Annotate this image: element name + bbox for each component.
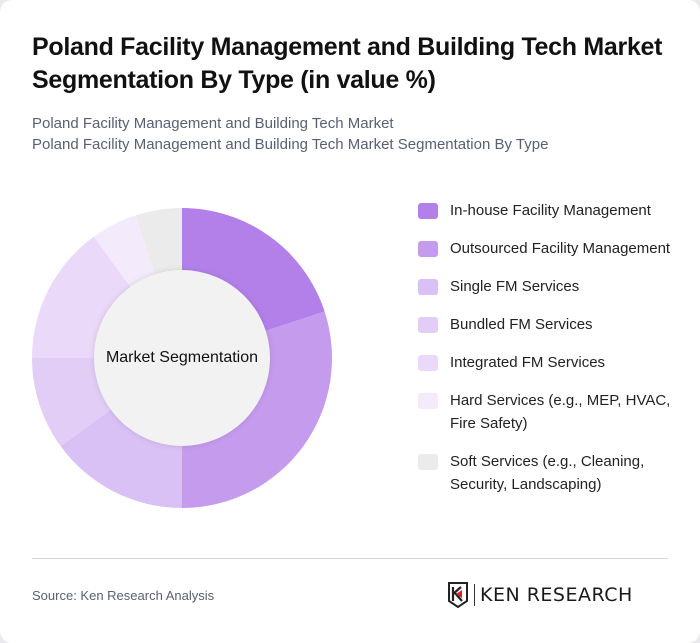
source-text: Source: Ken Research Analysis — [32, 588, 215, 603]
legend-swatch — [418, 355, 438, 371]
legend-item: Single FM Services — [418, 275, 688, 298]
logo-separator — [474, 584, 475, 606]
legend-swatch — [418, 203, 438, 219]
legend-item: Integrated FM Services — [418, 351, 688, 374]
footer-divider — [32, 558, 668, 559]
logo-text: KEN RESEARCH — [480, 584, 633, 606]
legend-label: Bundled FM Services — [450, 316, 593, 333]
legend-label: Hard Services (e.g., MEP, HVAC, Fire Saf… — [450, 392, 671, 432]
legend-swatch — [418, 279, 438, 295]
legend-label: Integrated FM Services — [450, 354, 606, 371]
legend-label: In-house Facility Management — [450, 202, 651, 219]
page-title: Poland Facility Management and Building … — [32, 33, 663, 94]
subtitle-line-2: Poland Facility Management and Building … — [32, 136, 549, 153]
donut-svg — [32, 208, 332, 508]
subtitle: Poland Facility Management and Building … — [32, 113, 672, 155]
ken-research-logo: KEN RESEARCH — [447, 582, 633, 608]
legend-label: Outsourced Facility Management — [450, 240, 671, 257]
donut-hole — [94, 270, 270, 446]
legend-item: Bundled FM Services — [418, 313, 688, 336]
legend-item: In-house Facility Management — [418, 199, 688, 222]
subtitle-line-1: Poland Facility Management and Building … — [32, 115, 394, 132]
legend-swatch — [418, 317, 438, 333]
legend-label: Soft Services (e.g., Cleaning, Security,… — [450, 453, 645, 493]
legend-swatch — [418, 393, 438, 409]
donut-chart: Market Segmentation — [32, 208, 332, 508]
logo-shield-icon — [448, 582, 468, 608]
legend-swatch — [418, 241, 438, 257]
legend-swatch — [418, 454, 438, 470]
legend-item: Soft Services (e.g., Cleaning, Security,… — [418, 450, 688, 496]
legend: In-house Facility Management Outsourced F… — [418, 199, 688, 511]
legend-item: Outsourced Facility Management — [418, 237, 688, 260]
legend-item: Hard Services (e.g., MEP, HVAC, Fire Saf… — [418, 389, 688, 435]
legend-label: Single FM Services — [450, 278, 580, 295]
